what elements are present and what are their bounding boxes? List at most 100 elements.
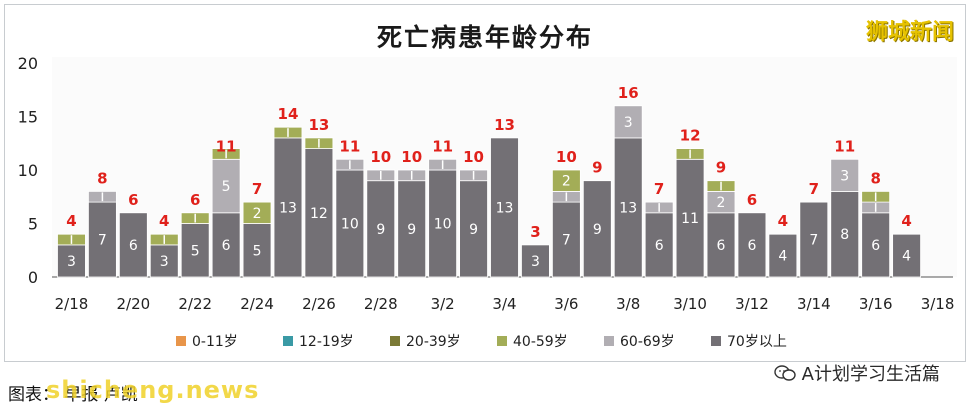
bar-segment (366, 180, 396, 278)
total-label: 14 (278, 105, 299, 123)
total-label: 4 (66, 212, 76, 230)
bar-segment (551, 201, 581, 278)
total-label: 7 (252, 180, 262, 198)
legend-label: 40-59岁 (513, 334, 568, 350)
x-tick-label: 3/2 (431, 295, 455, 313)
bar-segment (428, 169, 458, 278)
data-label: 6 (871, 238, 880, 254)
total-label: 10 (370, 148, 391, 166)
legend-label: 0-11岁 (192, 334, 238, 350)
total-label: 4 (901, 212, 911, 230)
data-label: 9 (469, 222, 478, 238)
bar-segment (551, 169, 581, 192)
total-label: 8 (97, 169, 107, 187)
y-tick-label: 0 (28, 268, 38, 287)
bar-segment (57, 244, 86, 278)
data-label: 6 (747, 238, 756, 254)
x-tick-label: 3/8 (616, 295, 640, 313)
legend-label: 20-39岁 (406, 334, 461, 350)
total-label: 4 (778, 212, 788, 230)
bar-segment (830, 190, 860, 278)
total-label: 10 (463, 148, 484, 166)
data-label: 13 (619, 200, 637, 216)
source-label: 图表： (8, 385, 59, 405)
x-tick-label: 2/26 (302, 295, 336, 313)
data-label: 3 (840, 168, 849, 184)
total-label: 8 (870, 169, 880, 187)
data-label: 6 (222, 238, 231, 254)
data-label: 3 (160, 254, 169, 270)
bar-segment (613, 137, 643, 278)
bar-segment (149, 244, 179, 278)
data-label: 4 (778, 249, 787, 265)
data-label: 6 (717, 238, 726, 254)
data-label: 11 (681, 211, 699, 227)
data-label: 8 (840, 227, 849, 243)
x-tick-label: 2/22 (178, 295, 212, 313)
data-label: 5 (222, 179, 231, 195)
total-label: 6 (747, 191, 757, 209)
bar-segment (892, 233, 921, 278)
bar-segment (644, 212, 674, 278)
bar-segment (211, 212, 241, 278)
x-tick-label: 2/28 (364, 295, 398, 313)
y-tick-label: 15 (18, 108, 38, 127)
account-credit: A计划学习生活篇 (773, 360, 940, 386)
legend-item: 20-39岁 (390, 331, 497, 351)
bar-segment (88, 201, 117, 278)
data-label: 7 (98, 233, 107, 249)
legend-swatch (283, 336, 293, 346)
watermark-logo: 狮城新闻 (865, 20, 954, 45)
total-label: 4 (159, 212, 169, 230)
source-value: 早报 卢凯 (64, 385, 138, 405)
data-label: 10 (341, 217, 359, 233)
data-label: 9 (407, 222, 416, 238)
total-label: 6 (190, 191, 200, 209)
data-label: 4 (902, 249, 911, 265)
y-tick-label: 10 (18, 161, 38, 180)
data-label: 5 (253, 243, 262, 259)
bar-segment (242, 223, 272, 278)
data-label: 6 (129, 238, 138, 254)
brand-watermark: shicheng.news (46, 376, 260, 404)
total-label: 7 (809, 180, 819, 198)
total-label: 12 (680, 127, 701, 145)
bar-segment (521, 244, 550, 278)
data-label: 10 (434, 217, 452, 233)
legend-item: 60-69岁 (604, 331, 711, 351)
x-tick-label: 2/18 (55, 295, 89, 313)
source-credit: 图表： 早报 卢凯 (8, 380, 138, 405)
y-tick-label: 5 (28, 215, 38, 234)
total-label: 10 (401, 148, 422, 166)
total-label: 3 (530, 223, 540, 241)
legend-item: 40-59岁 (497, 331, 604, 351)
bar-segment (397, 180, 427, 278)
x-tick-label: 3/10 (673, 295, 707, 313)
total-label: 13 (308, 116, 329, 134)
total-label: 11 (339, 137, 360, 155)
data-label: 3 (624, 115, 633, 131)
x-tick-label: 3/4 (492, 295, 516, 313)
data-label: 13 (279, 200, 297, 216)
data-label: 13 (496, 200, 514, 216)
total-label: 10 (556, 148, 577, 166)
wechat-icon (773, 365, 796, 381)
total-label: 11 (834, 137, 855, 155)
total-label: 9 (592, 159, 602, 177)
bar-segment (861, 212, 891, 278)
legend-swatch (711, 336, 721, 346)
x-tick-label: 3/12 (735, 295, 769, 313)
legend-item: 12-19岁 (283, 331, 390, 351)
bar-segment (273, 137, 303, 278)
total-label: 7 (654, 180, 664, 198)
bar-segment (830, 158, 860, 192)
bar-segment (118, 212, 148, 278)
x-tick-label: 2/24 (240, 295, 274, 313)
legend-label: 70岁以上 (727, 334, 787, 350)
legend-item: 70岁以上 (711, 331, 818, 351)
y-tick-label: 20 (18, 54, 38, 73)
x-tick-label: 3/6 (554, 295, 578, 313)
legend-swatch (604, 336, 614, 346)
legend-swatch (176, 336, 186, 346)
